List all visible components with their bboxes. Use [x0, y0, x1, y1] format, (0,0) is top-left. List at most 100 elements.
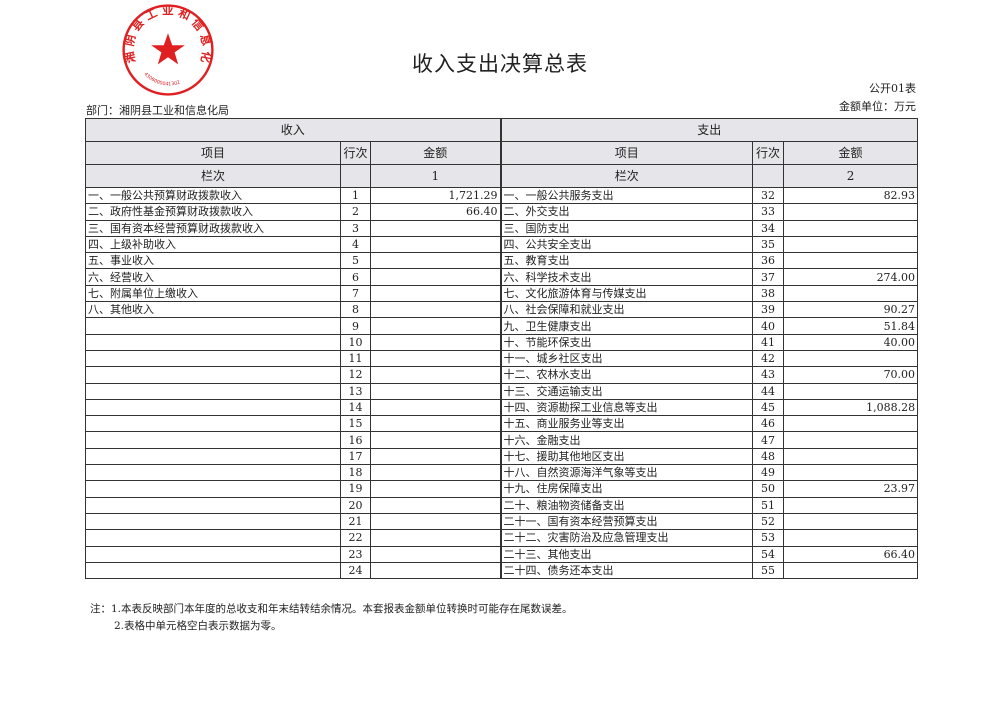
expense-amount: [783, 431, 919, 449]
income-row-no: 16: [340, 431, 371, 449]
income-row-no: 5: [340, 252, 371, 270]
expense-row-no: 46: [752, 415, 785, 433]
income-amount: [369, 545, 502, 563]
expense-amount: [783, 349, 919, 368]
expense-item: 十七、援助其他地区支出: [499, 447, 754, 466]
income-row-no: 14: [340, 398, 371, 417]
expense-item: 二十、粮油物资储备支出: [499, 496, 754, 514]
expense-amount: [783, 219, 919, 237]
expense-item: 二十一、国有资本经营预算支出: [499, 512, 754, 531]
income-amount-header: 金额: [369, 141, 502, 165]
income-amount: [369, 268, 502, 286]
income-row-no: 12: [340, 366, 371, 384]
income-row-no: 13: [340, 382, 371, 400]
expense-row-no: 36: [752, 252, 785, 270]
income-amount: [369, 512, 502, 531]
income-column-index: 1: [369, 164, 502, 188]
expense-row-no: 35: [752, 235, 785, 254]
expense-item: 二、外交支出: [499, 203, 754, 221]
expense-amount: [783, 496, 919, 514]
income-row-no: 10: [340, 333, 371, 351]
expense-amount: [783, 203, 919, 221]
income-amount: [369, 349, 502, 368]
income-amount: [369, 464, 502, 482]
expense-item: 九、卫生健康支出: [499, 317, 754, 335]
form-number: 公开01表: [869, 82, 916, 95]
expense-amount: [783, 561, 919, 580]
expense-amount: [783, 512, 919, 531]
income-item: [85, 333, 341, 351]
income-item: 七、附属单位上缴收入: [85, 284, 341, 303]
expense-item: 十六、金融支出: [499, 431, 754, 449]
income-expense-table: 收入 支出 项目 行次 金额 项目 行次 金额 栏次 1 栏次 2 一、一般公共…: [84, 118, 919, 580]
expense-amount: [783, 415, 919, 433]
expense-item: 十一、城乡社区支出: [499, 349, 754, 368]
income-amount: 66.40: [369, 203, 502, 221]
income-item: 八、其他收入: [85, 301, 341, 319]
expense-row-no: 41: [752, 333, 785, 351]
section-header-row: 收入 支出: [84, 118, 919, 142]
expense-row-no: 43: [752, 366, 785, 384]
income-amount: [369, 317, 502, 335]
income-amount: [369, 235, 502, 254]
expense-item: 十二、农林水支出: [499, 366, 754, 384]
income-item: 一、一般公共预算财政拨款收入: [85, 186, 341, 205]
income-item: 四、上级补助收入: [85, 235, 341, 254]
income-item: [85, 415, 341, 433]
income-item-header: 项目: [85, 141, 341, 165]
income-row-no: 8: [340, 301, 371, 319]
income-amount: [369, 447, 502, 466]
income-item: 三、国有资本经营预算财政拨款收入: [85, 219, 341, 237]
expense-item: 二十四、债务还本支出: [499, 561, 754, 580]
expense-amount: [783, 447, 919, 466]
income-row-no: 7: [340, 284, 371, 303]
expense-item: 三、国防支出: [499, 219, 754, 237]
expense-row-no: 47: [752, 431, 785, 449]
table-row: 六、经营收入 6 六、科学技术支出 37 274.00: [85, 268, 919, 286]
table-row: 11 十一、城乡社区支出 42: [85, 349, 919, 368]
column-header-row: 项目 行次 金额 项目 行次 金额: [85, 141, 919, 165]
income-item: [85, 545, 341, 563]
expense-item: 二十二、灾害防治及应急管理支出: [499, 529, 754, 547]
expense-item: 五、教育支出: [499, 252, 754, 270]
income-amount: [369, 496, 502, 514]
expense-amount: 82.93: [783, 186, 919, 205]
income-row-no: 11: [340, 349, 371, 368]
income-amount: 1,721.29: [369, 186, 502, 205]
expense-row-no: 55: [752, 561, 785, 580]
income-row-no: 20: [340, 496, 371, 514]
income-amount: [369, 333, 502, 351]
expense-row-no: 39: [752, 301, 785, 319]
income-row-no: 9: [340, 317, 371, 335]
income-row-no: 3: [340, 219, 371, 237]
table-row: 20 二十、粮油物资储备支出 51: [85, 496, 919, 514]
expense-item: 十、节能环保支出: [499, 333, 754, 351]
income-row-no-blank: [340, 164, 371, 188]
department-label: 部门：湘阴县工业和信息化局: [86, 104, 229, 117]
table-row: 21 二十一、国有资本经营预算支出 52: [85, 512, 919, 531]
footnotes: 注：1.本表反映部门本年度的总收支和年末结转结余情况。本套报表金额单位转换时可能…: [90, 601, 573, 635]
footnote: 2.表格中单元格空白表示数据为零。: [114, 620, 282, 632]
table-row: 八、其他收入 8 八、社会保障和就业支出 39 90.27: [85, 301, 919, 319]
expense-row-no-blank: [752, 164, 785, 188]
amount-unit: 金额单位：万元: [839, 100, 916, 113]
expense-amount: [783, 382, 919, 400]
expense-item: 十八、自然资源海洋气象等支出: [499, 464, 754, 482]
income-amount: [369, 415, 502, 433]
income-row-no: 21: [340, 512, 371, 531]
expense-amount: 23.97: [783, 480, 919, 498]
income-header: 收入: [84, 118, 502, 142]
table-row: 12 十二、农林水支出 43 70.00: [85, 366, 919, 384]
table-row: 16 十六、金融支出 47: [85, 431, 919, 449]
income-amount: [369, 529, 502, 547]
income-amount: [369, 301, 502, 319]
expense-amount: [783, 284, 919, 303]
income-row-no: 17: [340, 447, 371, 466]
expense-row-no-header: 行次: [752, 141, 785, 165]
table-row: 五、事业收入 5 五、教育支出 36: [85, 252, 919, 270]
table-row: 17 十七、援助其他地区支出 48: [85, 447, 919, 466]
income-amount: [369, 382, 502, 400]
expense-item: 十五、商业服务业等支出: [499, 415, 754, 433]
expense-column-index: 2: [783, 164, 919, 188]
table-row: 19 十九、住房保障支出 50 23.97: [85, 480, 919, 498]
